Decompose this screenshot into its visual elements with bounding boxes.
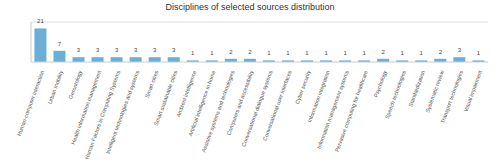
svg-text:Smart cities: Smart cities [144,69,160,98]
svg-text:3: 3 [172,47,176,53]
svg-text:3: 3 [134,47,138,53]
svg-text:3: 3 [115,47,119,53]
svg-text:Urban mobility: Urban mobility [47,69,65,104]
svg-text:Pervasive computing for health: Pervasive computing for healthcare [334,70,369,153]
svg-text:3: 3 [96,47,100,53]
svg-text:1: 1 [210,50,214,56]
svg-text:Speech technologies: Speech technologies [384,69,407,119]
svg-text:Information integration: Information integration [306,69,331,124]
svg-text:Visual impairment: Visual impairment [463,69,484,112]
svg-text:Health information management: Health information management [69,69,103,146]
svg-text:1: 1 [420,50,424,56]
svg-text:Transport technologies: Transport technologies [439,69,464,124]
svg-text:3: 3 [458,47,462,53]
svg-text:1: 1 [286,50,290,56]
svg-text:Systematic review: Systematic review [424,70,445,114]
svg-text:Ambient intelligence: Ambient intelligence [175,70,197,118]
svg-text:Intelligent technologies and s: Intelligent technologies and systems [104,69,140,154]
svg-text:Conversational dialogue system: Conversational dialogue systems [240,69,274,148]
svg-text:2: 2 [248,49,252,55]
svg-text:Gerontology: Gerontology [67,69,83,99]
svg-text:Conversational user interfaces: Conversational user interfaces [262,69,293,141]
svg-text:3: 3 [77,47,81,53]
svg-text:2: 2 [382,49,386,55]
svg-text:1: 1 [401,50,405,56]
svg-text:1: 1 [477,50,481,56]
svg-text:2: 2 [439,49,443,55]
svg-text:Artificial intelligence in hom: Artificial intelligence in home [187,69,217,137]
svg-text:1: 1 [362,50,366,56]
svg-text:Standardization: Standardization [407,70,426,108]
svg-text:2: 2 [229,49,233,55]
svg-text:Cyber security: Cyber security [294,69,312,104]
svg-text:1: 1 [267,50,271,56]
svg-text:Human-computer interaction: Human-computer interaction [16,70,45,137]
svg-text:1: 1 [305,50,309,56]
svg-text:Information management systems: Information management systems [315,69,350,150]
svg-text:3: 3 [153,47,157,53]
svg-text:Smart sustainable cities: Smart sustainable cities [153,69,179,126]
svg-text:1: 1 [191,50,195,56]
svg-text:Assistive systems and technolo: Assistive systems and technologies [200,69,235,153]
svg-text:Computers and accessibility: Computers and accessibility [225,69,255,136]
svg-text:Psychology: Psychology [373,69,388,98]
svg-text:1: 1 [324,50,328,56]
svg-text:Human Factors in Computing Sys: Human Factors in Computing Systems [83,69,121,160]
svg-text:21: 21 [37,18,44,24]
svg-text:7: 7 [58,41,62,47]
svg-text:1: 1 [343,50,347,56]
html-text:Disciplines of selected source: Disciplines of selected sources distribu… [165,2,335,12]
